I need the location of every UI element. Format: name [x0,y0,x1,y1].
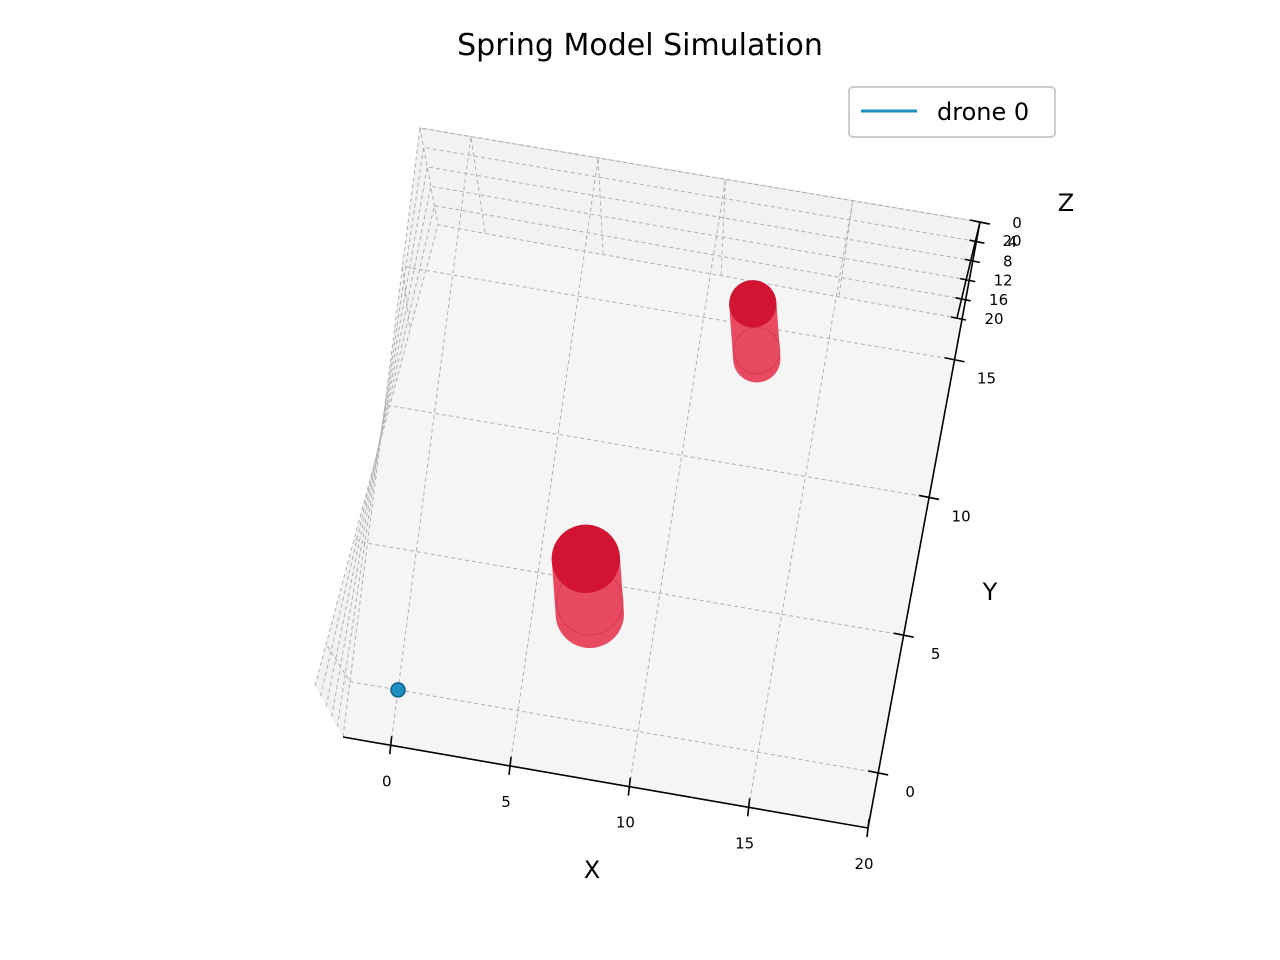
y-tick-10 [918,494,940,501]
legend-label-drone-0: drone 0 [937,98,1029,126]
legend: drone 0 [848,86,1056,138]
obstacle-1-base [733,327,781,374]
z-tick-8 [964,258,980,264]
x-tick-label-0: 0 [382,772,392,790]
x-tick-10 [627,777,632,796]
x-tick-label-15: 15 [735,834,754,852]
x-tick-label-5: 5 [501,793,511,811]
z-tick-0 [973,220,990,225]
y-tick-label-20: 20 [1002,232,1021,250]
z-tick-label-12: 12 [994,272,1013,290]
gridline-x-10 [628,179,726,787]
drone-0-point-0 [390,682,406,698]
gridline-x-15 [748,200,854,808]
gridline-z-0 [342,127,981,738]
y-axis-line [867,221,981,829]
gridline-y-5 [353,538,904,636]
x-axis-line [342,736,869,829]
gridline-z-20 [314,224,958,687]
x-axis-label: X [584,856,600,884]
obstacle-0 [551,524,625,649]
axis-lines [342,221,981,829]
gridline-y-10 [381,404,930,498]
floor-pane [343,128,980,828]
x-tick-5 [508,756,512,776]
y-axis-label: Y [982,578,998,606]
y-tick-label-15: 15 [977,370,996,388]
x-tick-label-20: 20 [854,855,873,873]
y-tick-15 [944,356,965,363]
z-axis-line [956,221,981,319]
y-tick-label-10: 10 [952,507,971,525]
z-tick-label-0: 0 [1012,214,1022,232]
y-tick-5 [893,632,914,638]
x-tick-20 [866,818,870,838]
z-tick-label-8: 8 [1003,252,1013,270]
y-tick-label-5: 5 [931,645,941,663]
y-tick-label-0: 0 [905,783,915,801]
gridline-z-12 [325,185,967,707]
z-tick-label-16: 16 [989,291,1008,309]
x-tick-label-10: 10 [616,814,635,832]
z-tick-16 [955,297,971,302]
gridline-z-8 [331,166,971,717]
gridline-x-5 [509,157,604,767]
data-marks [390,280,781,698]
axes-panes [315,128,980,828]
gridline-y-15 [401,265,955,361]
chart-title: Spring Model Simulation [457,28,823,63]
gridline-y-0 [325,643,879,774]
y-tick-0 [868,770,889,776]
z-axis-label: Z [1058,189,1074,217]
grid-lines [314,127,981,829]
obstacle-0-top [551,524,621,594]
z-tick-12 [960,277,976,283]
x-tick-15 [746,798,751,817]
z-tick-label-20: 20 [984,310,1003,328]
z-tick-4 [969,239,985,244]
legend-box [848,86,1056,138]
obstacle-1-top [729,280,777,328]
gridline-y-20 [419,127,981,226]
x-tick-0 [388,736,393,755]
z-tick-label-4: 4 [1008,233,1018,251]
obstacle-1 [729,280,781,383]
gridline-x-0 [390,136,486,746]
back-wall-pane [420,128,980,318]
z-tick-20 [950,316,967,321]
